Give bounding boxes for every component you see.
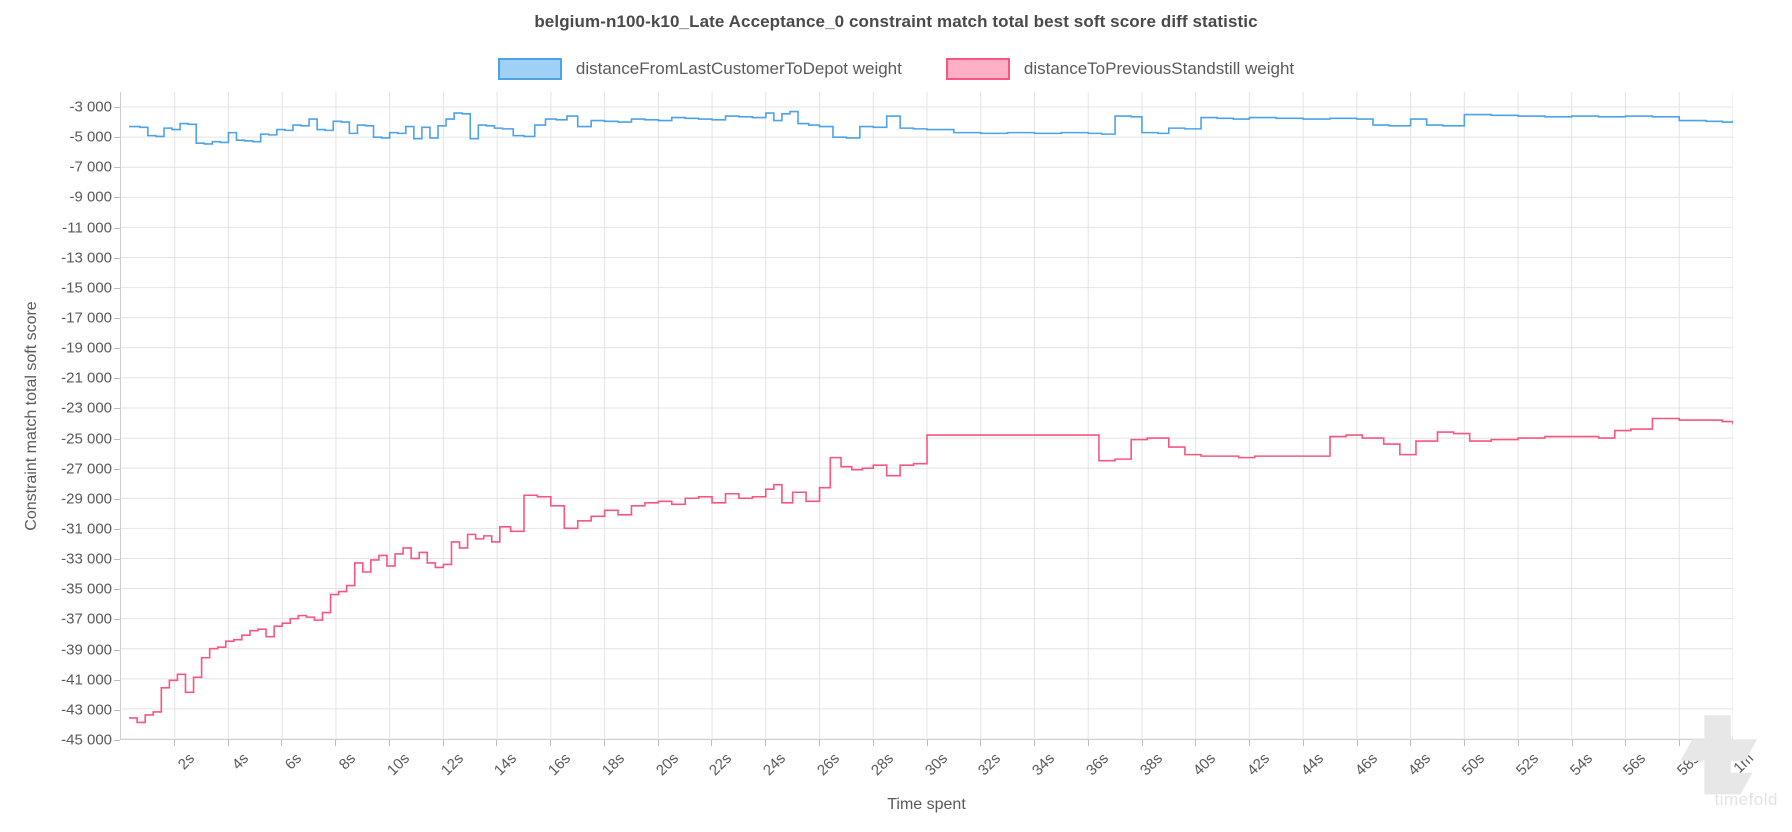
x-tick-mark	[388, 740, 390, 746]
x-tick-label: 34s	[1028, 750, 1059, 780]
x-tick-mark	[173, 740, 175, 746]
x-axis-title: Time spent	[887, 796, 966, 813]
x-tick-mark	[818, 740, 820, 746]
x-tick-mark	[765, 740, 767, 746]
legend-item-distance-from-last-customer-to-depot[interactable]: distanceFromLastCustomerToDepot weight	[497, 58, 902, 80]
x-tick-label: 44s	[1297, 750, 1327, 780]
x-tick-mark	[496, 740, 498, 746]
x-tick-mark	[1249, 740, 1251, 746]
x-tick-label: 38s	[1136, 750, 1166, 780]
x-tick-label: 6s	[282, 750, 306, 774]
grid-lines	[121, 92, 1733, 739]
y-axis-title: Constraint match total soft score	[23, 301, 40, 531]
x-tick-mark	[442, 740, 444, 746]
legend-swatch-blue	[497, 58, 562, 80]
x-tick-label: 2s	[174, 750, 198, 774]
x-tick-label: 14s	[491, 750, 521, 780]
x-tick-mark	[603, 740, 605, 746]
x-tick-label: 22s	[706, 750, 736, 780]
x-tick-label: 28s	[867, 750, 897, 780]
x-tick-mark	[926, 740, 928, 746]
x-tick-mark	[1733, 740, 1734, 746]
x-tick-mark	[335, 740, 337, 746]
x-tick-label: 32s	[975, 750, 1005, 780]
x-tick-mark	[711, 740, 713, 746]
x-tick-label: 50s	[1459, 750, 1489, 780]
x-tick-mark	[227, 740, 229, 746]
x-tick-mark	[281, 740, 283, 746]
x-tick-label: 4s	[228, 750, 252, 774]
x-tick-mark	[657, 740, 659, 746]
legend-item-distance-to-previous-standstill[interactable]: distanceToPreviousStandstill weight	[945, 58, 1295, 80]
y-tick-mark	[114, 740, 120, 741]
series-lines	[121, 92, 1733, 739]
legend-label-1: distanceToPreviousStandstill weight	[1023, 59, 1295, 78]
x-tick-mark	[980, 740, 982, 746]
x-tick-label: 42s	[1243, 750, 1274, 780]
x-tick-label: 40s	[1190, 750, 1220, 780]
x-tick-label: 10s	[383, 750, 413, 780]
x-tick-label: 30s	[921, 750, 951, 780]
x-tick-mark	[1034, 740, 1036, 746]
x-tick-label: 8s	[335, 750, 360, 774]
x-tick-mark	[1517, 740, 1519, 746]
watermark-label: timefold	[1714, 790, 1778, 809]
series-path-0	[129, 112, 1733, 144]
x-tick-mark	[1302, 740, 1304, 746]
x-tick-label: 52s	[1512, 750, 1542, 780]
x-tick-label: 26s	[813, 750, 843, 780]
x-tick-label: 36s	[1082, 750, 1112, 780]
x-tick-label: 54s	[1566, 750, 1596, 780]
legend-swatch-pink	[945, 58, 1010, 80]
x-tick-mark	[1087, 740, 1089, 746]
x-tick-label: 18s	[598, 750, 628, 780]
chart-legend: distanceFromLastCustomerToDepot weight d…	[0, 58, 1792, 80]
x-tick-label: 12s	[437, 750, 467, 780]
x-tick-mark	[1356, 740, 1358, 746]
x-tick-mark	[550, 740, 552, 746]
y-axis-title-host: Constraint match total soft score	[10, 92, 40, 740]
x-tick-mark	[1410, 740, 1412, 746]
x-tick-mark	[1141, 740, 1143, 746]
x-tick-mark	[1464, 740, 1466, 746]
series-path-1	[129, 419, 1733, 723]
plot-area	[120, 92, 1733, 740]
x-tick-label: 46s	[1351, 750, 1381, 780]
x-tick-mark	[1679, 740, 1681, 746]
x-tick-mark	[872, 740, 874, 746]
x-tick-label: 1m	[1730, 750, 1758, 777]
x-tick-label: 20s	[652, 750, 682, 780]
x-tick-label: 56s	[1620, 750, 1650, 780]
x-tick-label: 24s	[760, 750, 790, 780]
x-tick-label: 48s	[1405, 750, 1435, 780]
x-tick-mark	[1625, 740, 1627, 746]
legend-label-0: distanceFromLastCustomerToDepot weight	[575, 59, 902, 78]
x-tick-label: 58s	[1674, 750, 1704, 780]
x-tick-label: 16s	[545, 750, 575, 780]
chart-title: belgium-n100-k10_Late Acceptance_0 const…	[534, 12, 1258, 31]
x-tick-mark	[1195, 740, 1197, 746]
x-tick-mark	[1571, 740, 1573, 746]
